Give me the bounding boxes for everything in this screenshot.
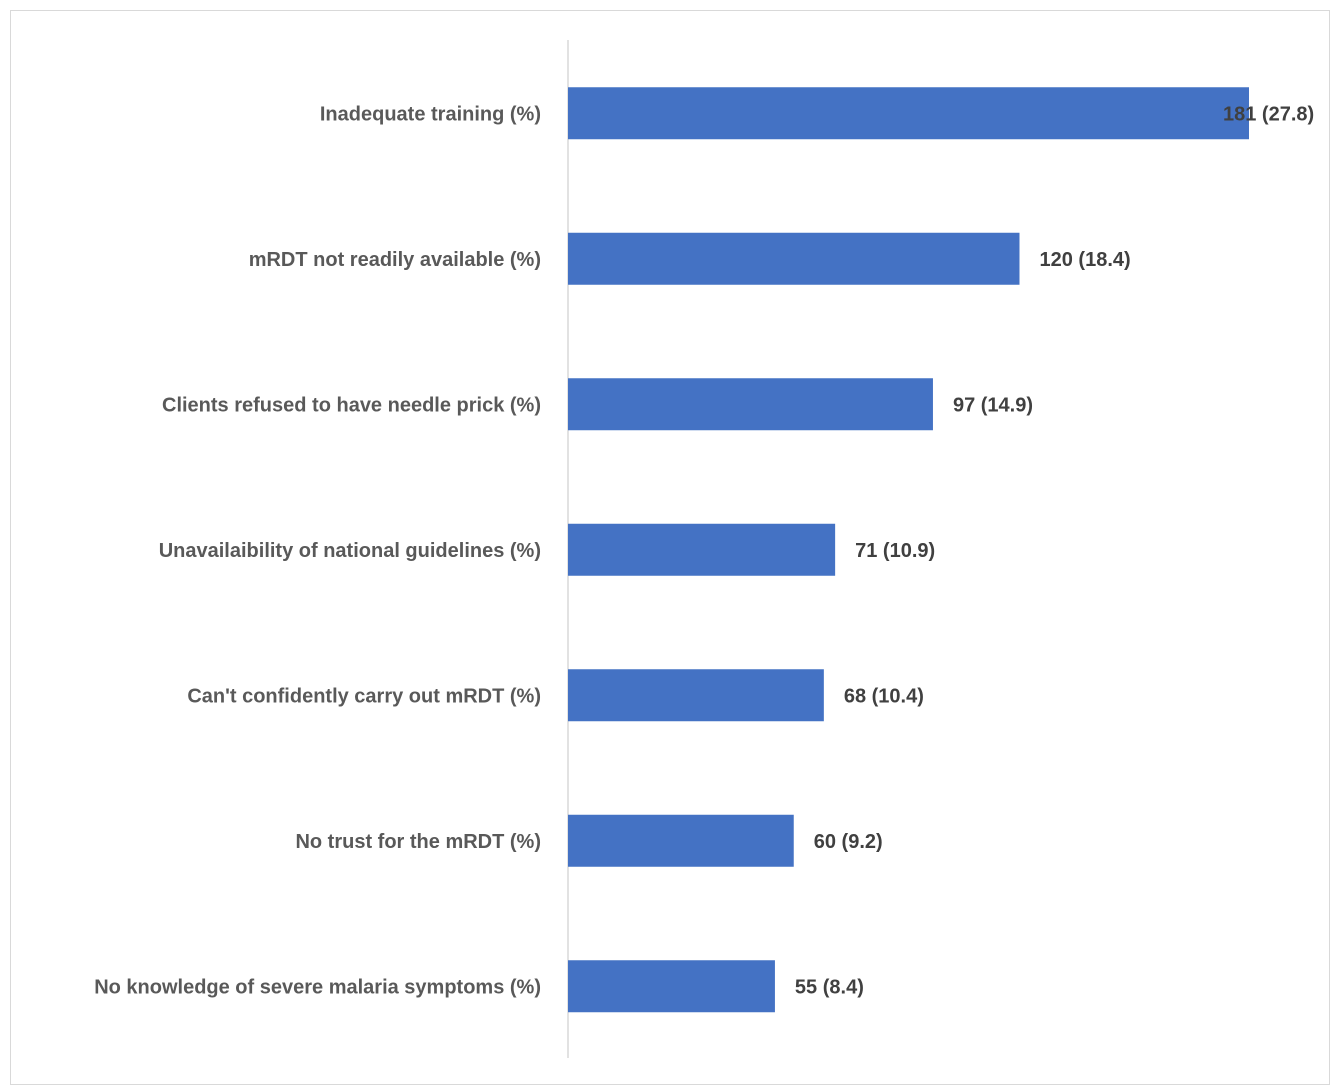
category-label-6: No knowledge of severe malaria symptoms …: [94, 976, 541, 998]
bar-2: [568, 378, 933, 431]
data-label-5: 60 (9.2): [814, 831, 883, 853]
category-label-3: Unavailaibility of national guidelines (…: [159, 540, 541, 562]
category-label-5: No trust for the mRDT (%): [295, 831, 541, 853]
bar-6: [568, 960, 775, 1013]
bar-1: [568, 232, 1020, 285]
bar-3: [568, 523, 836, 576]
category-label-1: mRDT not readily available (%): [249, 249, 541, 271]
data-label-1: 120 (18.4): [1039, 249, 1130, 271]
data-label-0: 181 (27.8): [1223, 103, 1314, 125]
category-label-0: Inadequate training (%): [320, 103, 541, 125]
data-label-3: 71 (10.9): [855, 540, 935, 562]
data-label-6: 55 (8.4): [795, 976, 864, 998]
bar-5: [568, 814, 794, 867]
bar-0: [568, 87, 1249, 140]
category-label-2: Clients refused to have needle prick (%): [162, 394, 541, 416]
data-label-2: 97 (14.9): [953, 394, 1033, 416]
data-label-4: 68 (10.4): [844, 685, 924, 707]
category-label-4: Can't confidently carry out mRDT (%): [187, 685, 541, 707]
bar-4: [568, 669, 824, 722]
